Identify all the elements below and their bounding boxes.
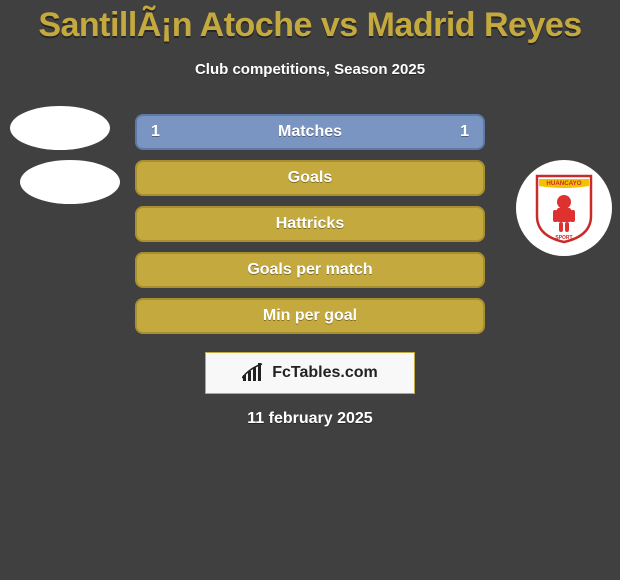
page-title: SantillÃ¡n Atoche vs Madrid Reyes (0, 0, 620, 45)
stat-bar: Goals per match (135, 252, 485, 288)
stat-label: Goals (288, 169, 332, 187)
stat-value-right: 1 (460, 123, 469, 141)
comparison-chart: HUANCAYO SPORT 1 Matches 1 Goals Hattricks Go… (0, 114, 620, 334)
huancayo-crest-icon: HUANCAYO SPORT (533, 172, 595, 244)
player-left-badge-2 (20, 160, 120, 204)
stat-bar: Goals (135, 160, 485, 196)
stat-label: Goals per match (247, 261, 372, 279)
stat-bar: Hattricks (135, 206, 485, 242)
attribution-text: FcTables.com (272, 364, 378, 382)
bar-chart-icon (242, 363, 266, 383)
stat-bar: 1 Matches 1 (135, 114, 485, 150)
svg-text:HUANCAYO: HUANCAYO (546, 180, 581, 187)
svg-text:SPORT: SPORT (555, 235, 572, 241)
stat-bars: 1 Matches 1 Goals Hattricks Goals per match Mi… (135, 114, 485, 334)
stat-label: Matches (278, 123, 342, 141)
stat-value-left: 1 (151, 123, 160, 141)
attribution-badge: FcTables.com (205, 352, 415, 394)
subtitle: Club competitions, Season 2025 (0, 61, 620, 78)
player-right-club-badge: HUANCAYO SPORT (516, 160, 612, 256)
player-left-badge-1 (10, 106, 110, 150)
date-text: 11 february 2025 (0, 410, 620, 428)
stat-label: Hattricks (276, 215, 344, 233)
stat-label: Min per goal (263, 307, 357, 325)
stat-bar: Min per goal (135, 298, 485, 334)
